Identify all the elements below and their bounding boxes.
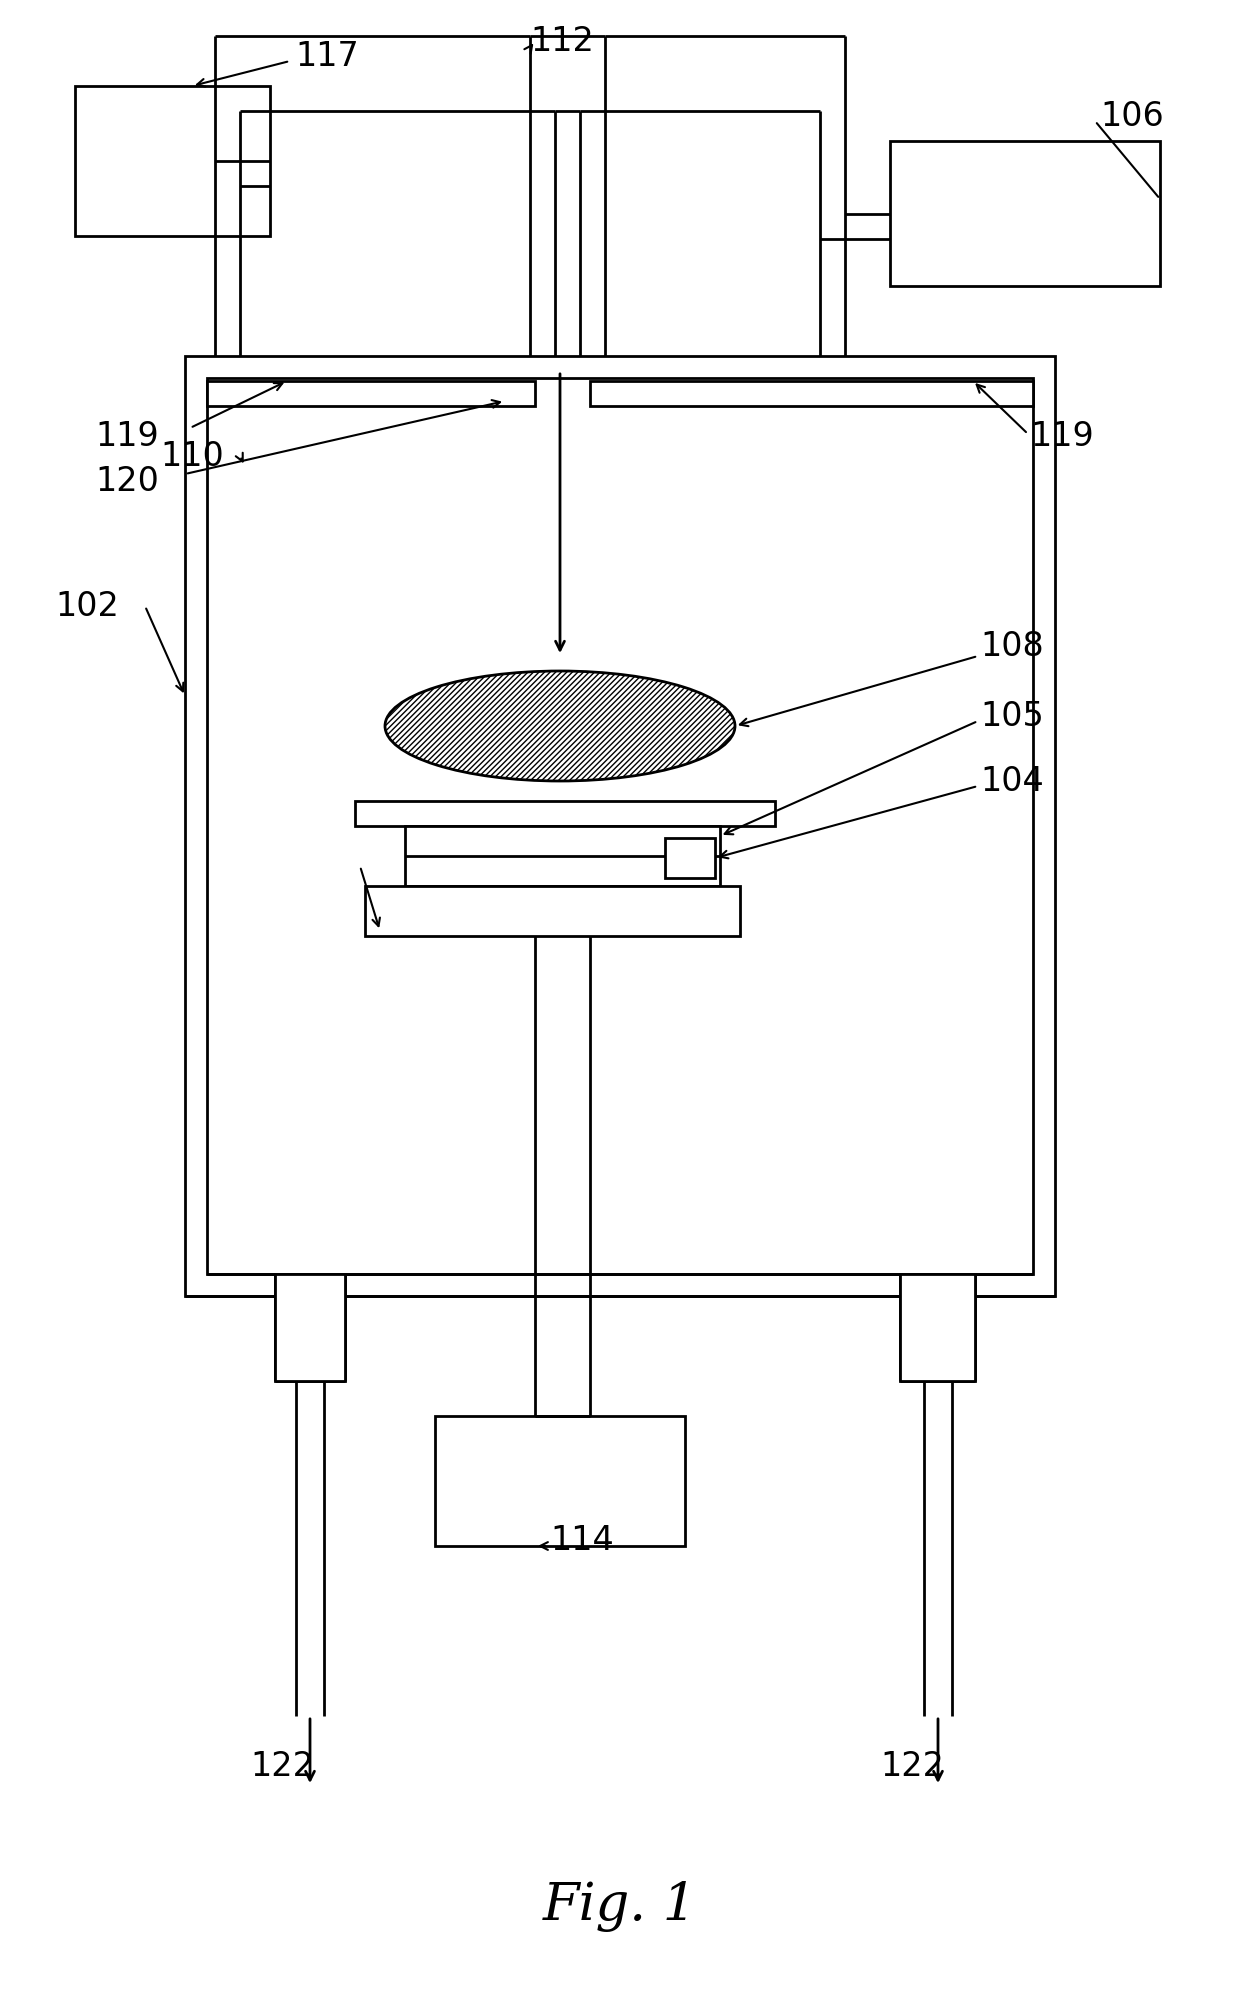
Text: 117: 117	[295, 40, 358, 72]
Bar	[207, 381, 534, 405]
Text: 120: 120	[95, 465, 159, 497]
Bar	[74, 86, 270, 236]
Bar	[185, 355, 1055, 1295]
Text: 119: 119	[95, 419, 159, 453]
Text: 112: 112	[529, 24, 594, 58]
Text: 122: 122	[250, 1750, 314, 1782]
Ellipse shape	[384, 671, 735, 780]
Text: 110: 110	[160, 439, 223, 473]
Bar	[405, 826, 720, 886]
Text: 105: 105	[980, 699, 1044, 733]
Text: 102: 102	[55, 589, 119, 623]
Bar	[207, 377, 1033, 1273]
Text: 119: 119	[1030, 419, 1094, 453]
Bar	[355, 800, 775, 826]
Bar	[900, 1273, 975, 1381]
Bar	[365, 886, 740, 936]
Text: 104: 104	[980, 764, 1044, 798]
Text: 108: 108	[980, 629, 1044, 663]
Bar	[890, 142, 1159, 285]
Text: 122: 122	[880, 1750, 944, 1782]
Bar	[665, 838, 715, 878]
Text: 106: 106	[1100, 100, 1164, 132]
Bar	[435, 1415, 684, 1547]
Bar	[590, 381, 1033, 405]
Text: Fig. 1: Fig. 1	[543, 1880, 697, 1932]
Text: 114: 114	[551, 1525, 614, 1557]
Bar	[275, 1273, 345, 1381]
